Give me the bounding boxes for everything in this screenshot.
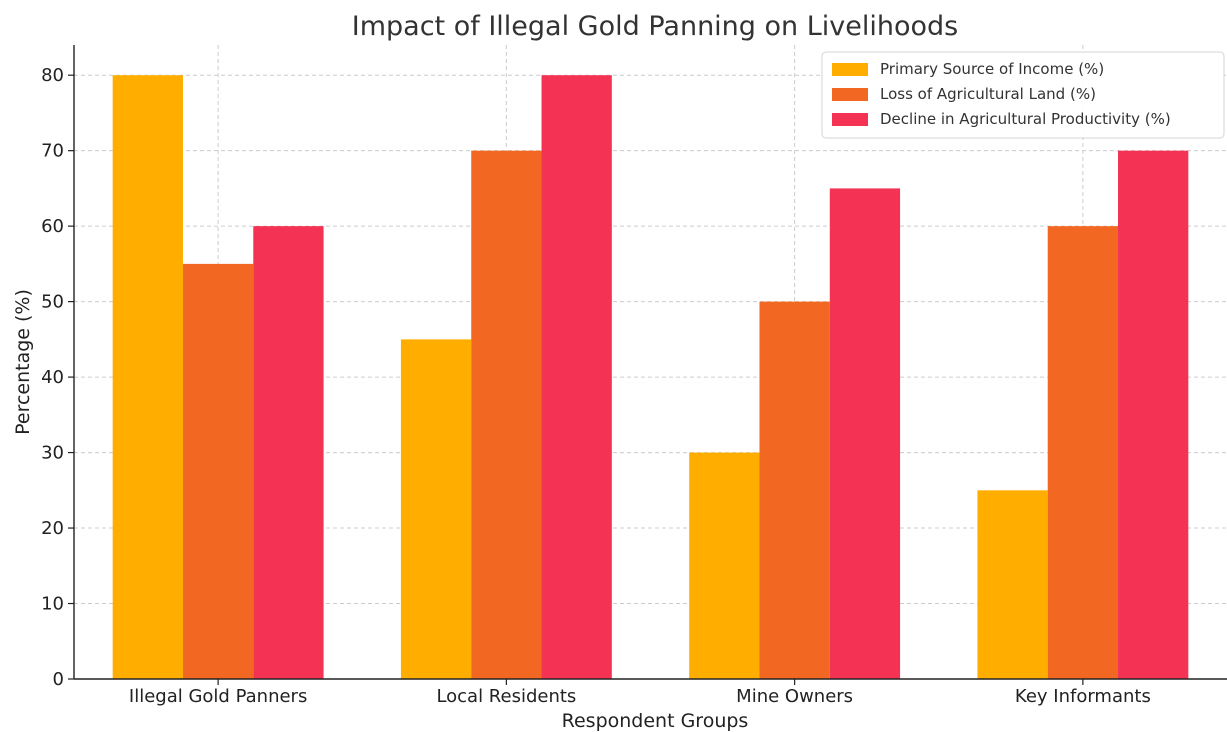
y-tick-label: 80 xyxy=(41,65,64,86)
y-tick-label: 50 xyxy=(41,292,64,313)
x-tick-label: Illegal Gold Panners xyxy=(129,686,307,707)
bar-illegal-gold-panners-series-2 xyxy=(182,263,254,679)
bar-key-informants-series-3 xyxy=(1118,150,1189,679)
legend-box xyxy=(821,51,1225,139)
legend-swatch xyxy=(832,88,868,101)
y-tick-label: 30 xyxy=(41,443,64,464)
y-tick-label: 60 xyxy=(41,216,64,237)
legend: Primary Source of Income (%) Loss of Agri… xyxy=(821,51,1225,139)
bar-key-informants-series-1 xyxy=(977,490,1048,679)
y-tick-label: 70 xyxy=(41,141,64,162)
tick-labels: 0 10 20 30 40 50 60 70 80 Illegal Gold Panners Loc… xyxy=(41,65,1151,707)
bar-key-informants-series-2 xyxy=(1047,226,1119,679)
y-axis-title: Percentage (%) xyxy=(12,289,34,435)
y-tick-label: 20 xyxy=(41,518,64,539)
y-tick-label: 0 xyxy=(53,669,64,690)
y-tick-label: 40 xyxy=(41,367,64,388)
legend-swatch xyxy=(832,63,868,76)
legend-swatch xyxy=(832,113,868,126)
x-axis-title: Respondent Groups xyxy=(562,710,749,732)
legend-label: Primary Source of Income (%) xyxy=(880,60,1104,78)
bar-illegal-gold-panners-series-3 xyxy=(253,226,324,679)
x-tick-label: Local Residents xyxy=(436,686,576,707)
x-tick-label: Mine Owners xyxy=(736,686,853,707)
bars xyxy=(112,75,1189,679)
y-tick-label: 10 xyxy=(41,594,64,615)
legend-label: Decline in Agricultural Productivity (%) xyxy=(880,110,1171,128)
bar-local-residents-series-1 xyxy=(400,339,472,679)
bar-local-residents-series-3 xyxy=(541,75,612,679)
bar-illegal-gold-panners-series-1 xyxy=(112,75,183,679)
x-tick-label: Key Informants xyxy=(1015,686,1151,707)
bar-mine-owners-series-3 xyxy=(829,188,901,679)
axes xyxy=(68,45,1227,685)
bar-mine-owners-series-2 xyxy=(759,301,830,679)
bar-mine-owners-series-1 xyxy=(689,452,760,679)
bar-local-residents-series-2 xyxy=(471,150,542,679)
chart-title: Impact of Illegal Gold Panning on Liveli… xyxy=(352,11,958,42)
legend-label: Loss of Agricultural Land (%) xyxy=(880,85,1096,103)
